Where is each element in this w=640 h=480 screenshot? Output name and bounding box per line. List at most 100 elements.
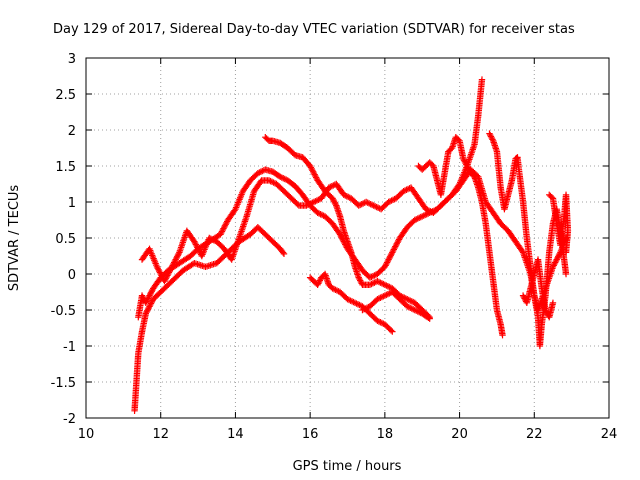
data-point — [374, 296, 381, 303]
data-point — [307, 200, 315, 207]
data-point — [548, 194, 555, 201]
data-point — [304, 201, 312, 209]
data-point — [156, 267, 163, 275]
data-point — [371, 279, 378, 286]
series-track-8 — [486, 130, 570, 350]
data-point — [368, 273, 375, 281]
data-point — [426, 315, 433, 322]
y-axis-label: SDTVAR / TECUs — [7, 185, 22, 292]
data-point — [223, 219, 230, 227]
data-point — [407, 297, 414, 304]
data-point — [294, 201, 301, 208]
data-point — [384, 290, 392, 298]
data-point — [389, 247, 397, 255]
data-point — [218, 229, 225, 237]
data-point — [383, 282, 390, 289]
data-point — [543, 308, 550, 315]
data-point — [392, 242, 400, 249]
data-point — [382, 262, 389, 269]
data-point — [354, 301, 362, 308]
data-point — [147, 300, 155, 307]
data-point — [147, 301, 154, 309]
x-tick-label: 20 — [451, 427, 468, 442]
grid — [86, 58, 609, 418]
data-point — [549, 299, 557, 306]
data-point — [488, 134, 495, 142]
data-point — [389, 249, 396, 256]
data-point — [309, 167, 316, 174]
data-point — [417, 213, 424, 221]
data-point — [416, 308, 423, 316]
data-point — [373, 203, 380, 211]
data-point — [306, 200, 313, 208]
data-point — [465, 165, 472, 173]
data-point — [377, 294, 384, 301]
data-point — [358, 200, 365, 208]
data-point — [155, 266, 162, 273]
data-point — [170, 260, 177, 268]
data-point — [401, 187, 409, 194]
data-point — [138, 292, 146, 299]
data-point — [146, 292, 153, 299]
data-point — [411, 306, 418, 314]
y-tick-label: -0.5 — [51, 304, 76, 319]
data-point — [366, 281, 374, 288]
data-point — [393, 240, 401, 247]
x-tick-label: 12 — [152, 427, 169, 442]
data-point — [147, 290, 154, 298]
data-point — [194, 244, 201, 251]
data-point — [164, 270, 172, 278]
data-point — [357, 278, 365, 286]
data-point — [362, 198, 370, 206]
data-point — [195, 247, 203, 254]
data-point — [162, 275, 170, 282]
x-tick-label: 22 — [526, 427, 543, 442]
data-point — [402, 295, 409, 302]
data-point — [306, 162, 314, 170]
data-point — [419, 213, 426, 220]
data-point — [387, 327, 395, 334]
data-point — [191, 239, 199, 247]
data-point — [464, 164, 471, 171]
data-point — [163, 273, 170, 281]
data-point — [518, 247, 526, 255]
data-point — [316, 277, 324, 284]
data-point — [161, 278, 168, 285]
data-point — [192, 241, 200, 248]
y-tick-label: 0 — [68, 268, 76, 283]
data-point — [356, 301, 363, 309]
data-point — [156, 269, 164, 276]
data-points — [131, 76, 572, 414]
data-point — [356, 275, 363, 283]
data-point — [353, 300, 360, 307]
data-point — [463, 161, 470, 168]
data-point — [268, 178, 276, 186]
data-point — [265, 177, 273, 184]
data-point — [164, 272, 171, 279]
data-point — [562, 270, 570, 278]
data-point — [218, 228, 226, 235]
data-point — [314, 209, 321, 216]
data-point — [348, 298, 356, 305]
data-point — [369, 272, 377, 280]
data-point — [281, 175, 288, 183]
data-point — [401, 294, 408, 301]
data-point — [315, 278, 323, 286]
data-point — [219, 226, 226, 234]
data-point — [413, 216, 420, 223]
data-point — [330, 285, 338, 293]
series-track-7 — [415, 134, 506, 339]
data-point — [256, 169, 263, 176]
data-point — [385, 256, 392, 263]
data-point — [144, 295, 152, 302]
data-point — [562, 249, 570, 256]
data-point — [384, 257, 392, 265]
data-point — [257, 168, 265, 175]
data-point — [340, 191, 347, 198]
data-point — [355, 274, 362, 281]
data-point — [383, 259, 391, 266]
data-point — [371, 272, 378, 279]
data-point — [146, 303, 153, 310]
chart-title: Day 129 of 2017, Sidereal Day-to-day VTE… — [53, 22, 575, 37]
data-point — [362, 305, 369, 312]
